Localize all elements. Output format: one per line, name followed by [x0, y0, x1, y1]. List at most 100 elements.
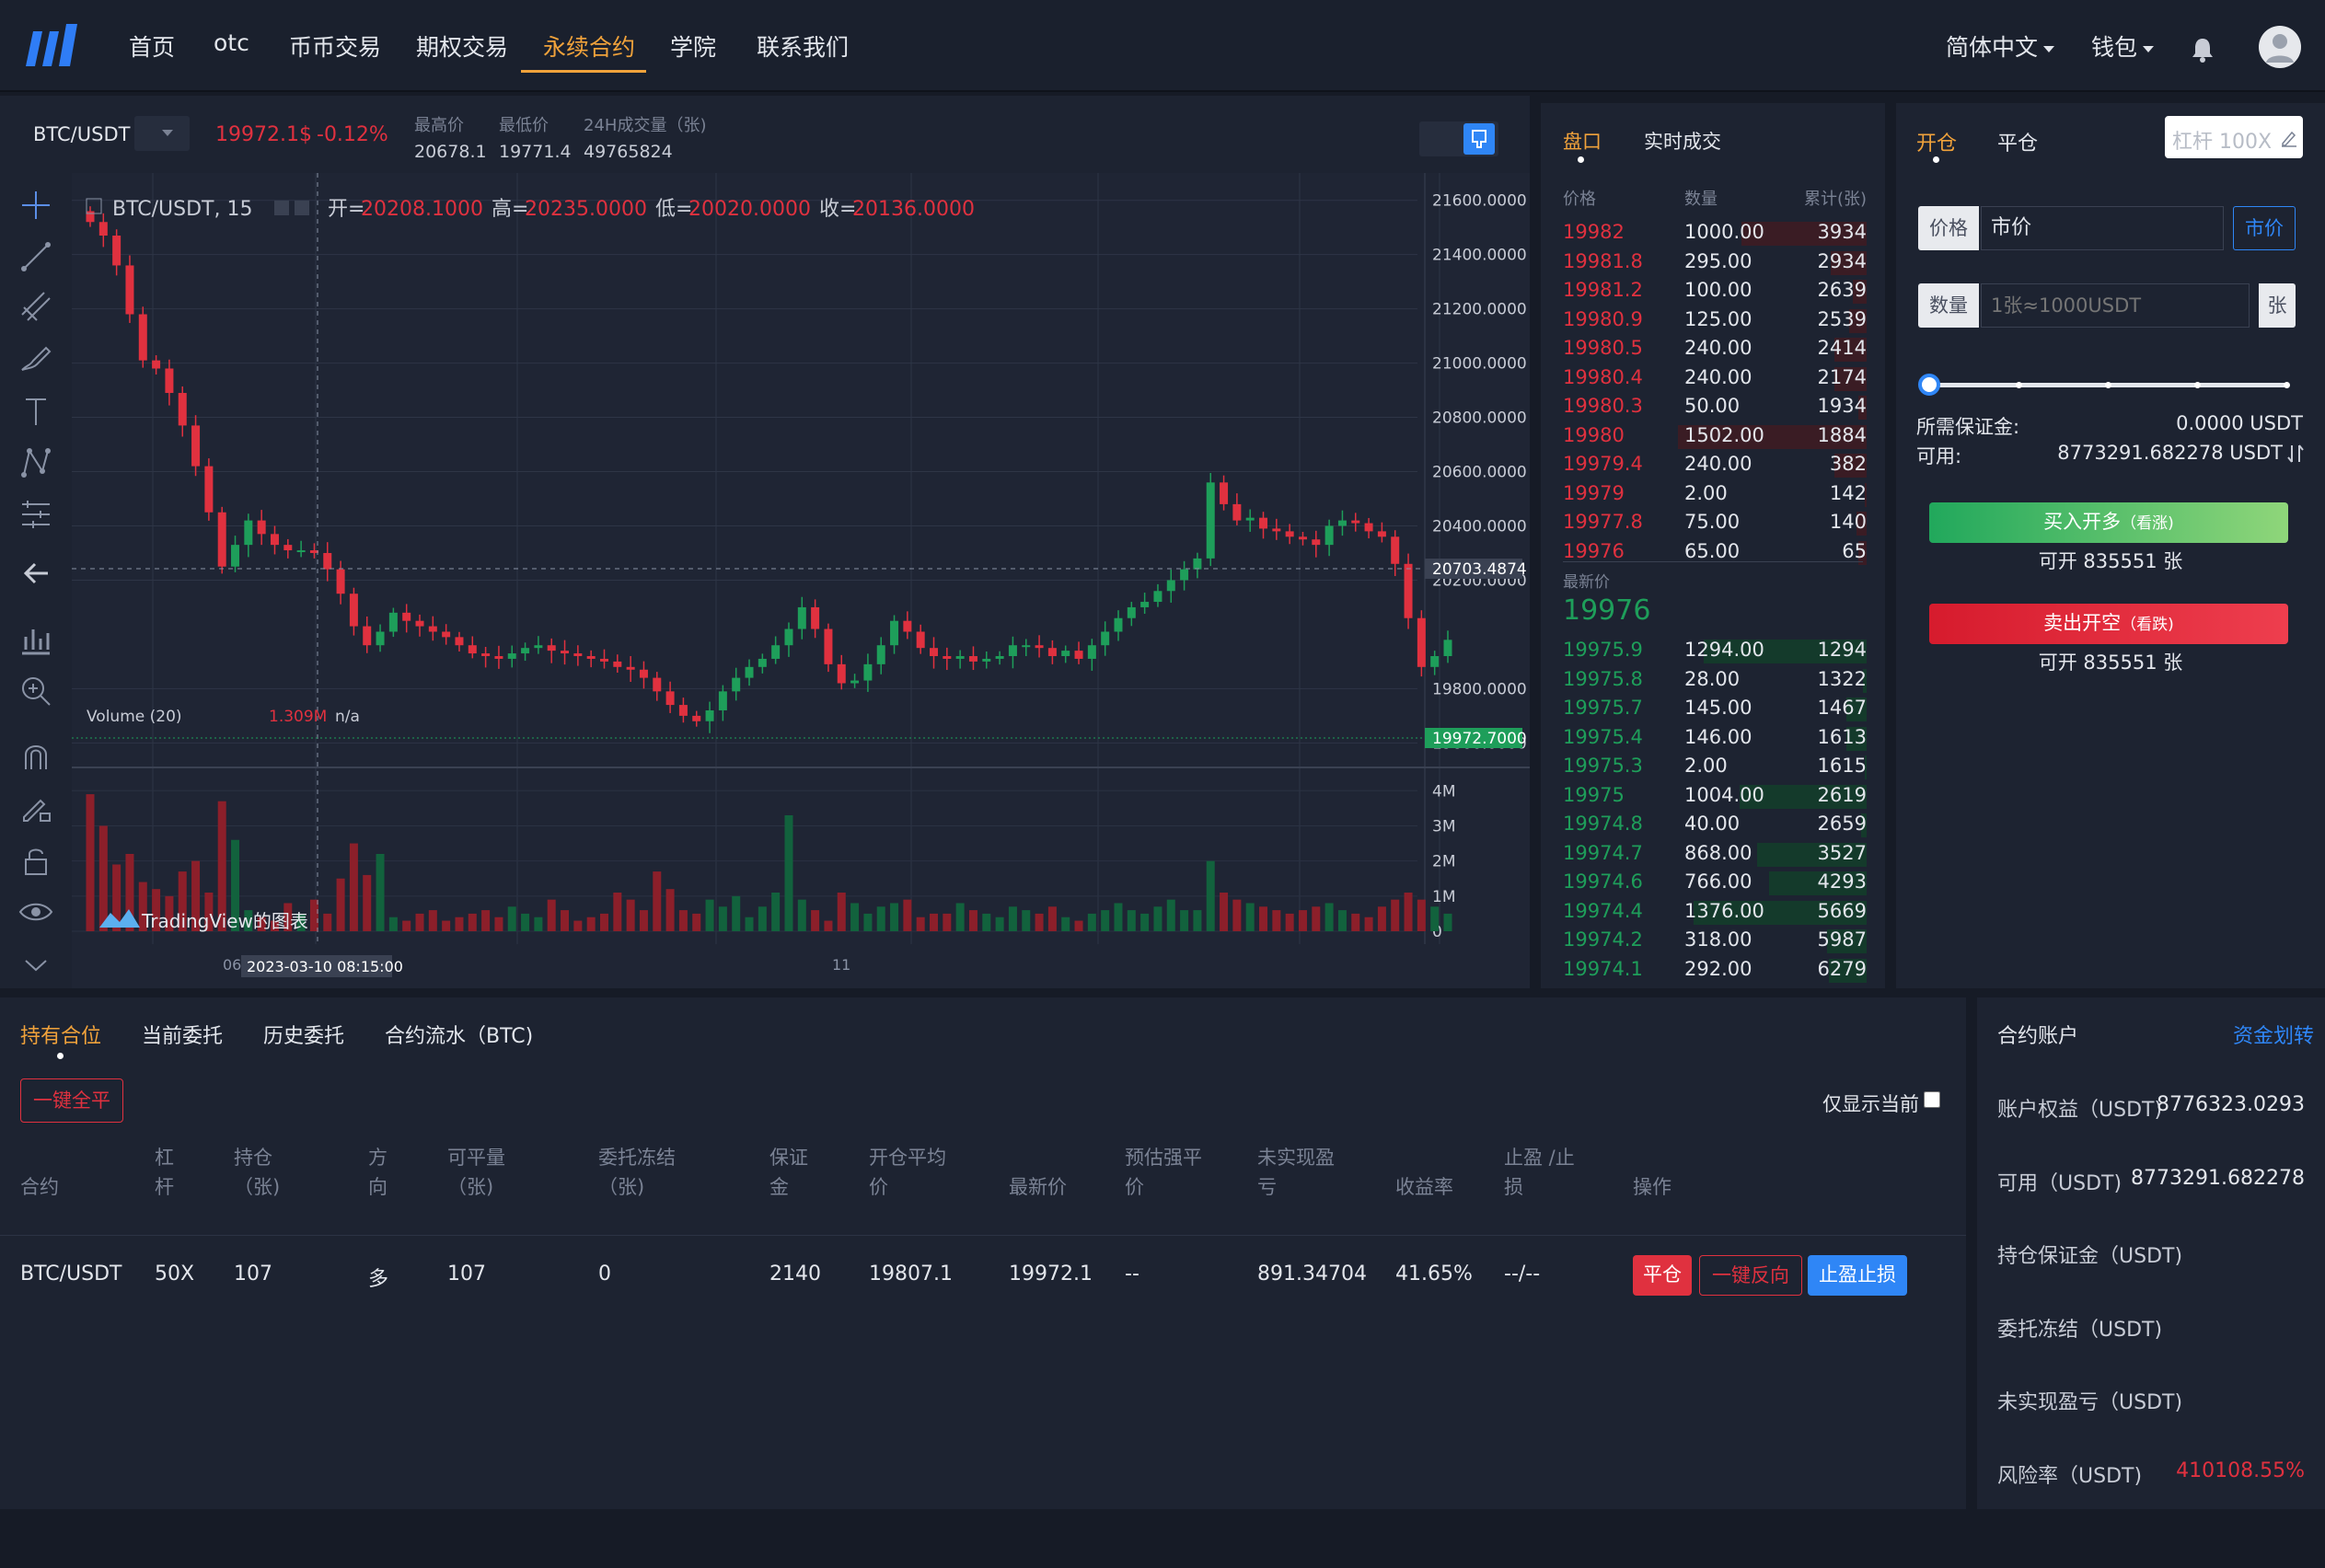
measure-tool[interactable] [17, 495, 55, 534]
bid-row[interactable]: 19975.3 2.00 1615 [1541, 753, 1885, 781]
lock-tool[interactable] [17, 841, 55, 880]
bell-icon[interactable] [2191, 37, 2215, 63]
tab-order-history[interactable]: 历史委托 [263, 1025, 345, 1048]
tab-current-orders[interactable]: 当前委托 [142, 1025, 224, 1048]
trendline-tool[interactable] [17, 237, 55, 276]
text-tool[interactable] [17, 392, 55, 431]
chart-mode-button[interactable] [1463, 123, 1495, 155]
back-tool[interactable] [17, 554, 55, 593]
ask-row[interactable]: 19982 1000.00 3934 [1541, 219, 1885, 248]
ask-row[interactable]: 19981.2 100.00 2639 [1541, 277, 1885, 306]
volume-bar [903, 899, 912, 931]
crosshair-tool[interactable] [17, 186, 55, 225]
bid-row[interactable]: 19974.2 318.00 5987 [1541, 927, 1885, 955]
amount-slider-handle[interactable] [1918, 374, 1940, 396]
slider-stop[interactable] [2105, 382, 2111, 388]
tab-open-position[interactable]: 开仓 [1916, 133, 1958, 156]
brush-tool[interactable] [17, 339, 55, 377]
close-icon[interactable] [295, 201, 309, 215]
avatar[interactable] [2259, 26, 2301, 68]
wallet-menu[interactable]: 钱包 [2091, 29, 2155, 63]
bid-row[interactable]: 19974.1 292.00 6279 [1541, 956, 1885, 985]
ask-row[interactable]: 19980.3 50.00 1934 [1541, 393, 1885, 421]
ask-row[interactable]: 19980 1502.00 1884 [1541, 422, 1885, 451]
candlestick-chart[interactable]: 21600.0000 21400.0000 21200.0000 21000.0000… [0, 173, 1530, 988]
collapse-legend-icon[interactable] [86, 198, 102, 214]
low-label: 最低价 [499, 116, 549, 135]
slider-stop[interactable] [2194, 382, 2201, 388]
ask-row[interactable]: 19981.8 295.00 2934 [1541, 248, 1885, 277]
pair-dropdown[interactable] [134, 116, 190, 151]
tradingview-watermark[interactable]: TradingView的图表 [141, 910, 308, 932]
bid-row[interactable]: 19974.7 868.00 3527 [1541, 840, 1885, 869]
ask-row[interactable]: 19980.5 240.00 2414 [1541, 335, 1885, 363]
bid-row[interactable]: 19975 1004.00 2619 [1541, 782, 1885, 811]
lock-drawing-tool[interactable] [17, 790, 55, 828]
visibility-tool[interactable] [17, 893, 55, 931]
ask-row[interactable]: 19979.4 240.00 382 [1541, 451, 1885, 479]
bid-row[interactable]: 19975.8 28.00 1322 [1541, 666, 1885, 695]
volume-bar [1061, 917, 1070, 931]
bid-row[interactable]: 19975.9 1294.00 1294 [1541, 637, 1885, 665]
sell-available: 可开 835551 张 [2038, 651, 2183, 674]
volume-bar [1127, 910, 1136, 931]
settings-icon[interactable] [274, 201, 289, 215]
table-cell: --/-- [1504, 1262, 1541, 1286]
reverse-position-button[interactable]: 一键反向 [1699, 1255, 1802, 1296]
slider-stop[interactable] [2016, 382, 2022, 388]
leverage-selector[interactable]: 杠杆 100X [2165, 116, 2303, 158]
bid-row[interactable]: 19974.4 1376.00 5669 [1541, 898, 1885, 927]
candle-body [824, 628, 833, 664]
transfer-icon[interactable] [2286, 444, 2305, 464]
column-header: 开仓平均价 [869, 1143, 946, 1202]
volume-bar [521, 913, 530, 931]
nav-options[interactable]: 期权交易 [416, 34, 509, 61]
nav-contact[interactable]: 联系我们 [757, 34, 850, 61]
tab-trades[interactable]: 实时成交 [1644, 131, 1721, 153]
only-current-checkbox[interactable] [1924, 1091, 1940, 1108]
more-tools[interactable] [17, 946, 55, 985]
nav-otc[interactable]: otc [214, 29, 249, 56]
table-cell: 107 [234, 1262, 272, 1286]
magnet-tool[interactable] [17, 738, 55, 777]
zoom-tool[interactable] [17, 672, 55, 710]
price-tick-label: 21000.0000 [1432, 355, 1527, 374]
ask-row[interactable]: 19979 2.00 142 [1541, 480, 1885, 509]
ask-row[interactable]: 19980.4 240.00 2174 [1541, 364, 1885, 393]
tab-positions[interactable]: 持有合位 [20, 1025, 102, 1048]
bid-row[interactable]: 19974.6 766.00 4293 [1541, 869, 1885, 897]
nav-academy[interactable]: 学院 [670, 34, 717, 61]
tab-orderbook[interactable]: 盘口 [1563, 131, 1602, 153]
language-select[interactable]: 简体中文 [1946, 29, 2055, 63]
close-all-button[interactable]: 一键全平 [20, 1078, 123, 1123]
buy-long-button[interactable]: 买入开多（看涨) [1929, 502, 2288, 543]
ask-row[interactable]: 19977.8 75.00 140 [1541, 509, 1885, 537]
fund-transfer-link[interactable]: 资金划转 [2232, 1025, 2314, 1048]
candle-body [1087, 645, 1096, 659]
active-tab-dot [1578, 156, 1584, 163]
bid-row[interactable]: 19975.7 145.00 1467 [1541, 695, 1885, 723]
bid-row[interactable]: 19975.4 146.00 1613 [1541, 724, 1885, 753]
sell-short-button[interactable]: 卖出开空（看跌) [1929, 604, 2288, 644]
ask-row[interactable]: 19976 65.00 65 [1541, 538, 1885, 567]
price-input[interactable]: 市价 [1981, 206, 2224, 250]
nav-home[interactable]: 首页 [129, 34, 176, 61]
account-item: 委托冻结（USDT) [1977, 1313, 2325, 1350]
ask-row[interactable]: 19980.9 125.00 2539 [1541, 306, 1885, 335]
tp-sl-button[interactable]: 止盈止损 [1808, 1255, 1907, 1296]
chart-area[interactable]: 21600.0000 21400.0000 21200.0000 21000.0000… [0, 173, 1530, 988]
pattern-tool[interactable] [17, 444, 55, 482]
nav-spot[interactable]: 币币交易 [289, 34, 382, 61]
brand-logo-icon[interactable] [24, 22, 79, 70]
market-price-button[interactable]: 市价 [2233, 206, 2296, 250]
tab-close-position[interactable]: 平仓 [1997, 133, 2039, 156]
ask-amount: 65.00 [1684, 539, 1741, 562]
close-position-button[interactable]: 平仓 [1633, 1255, 1692, 1296]
nav-perpetual[interactable]: 永续合约 [543, 34, 636, 61]
tab-contract-ledger[interactable]: 合约流水（BTC) [385, 1025, 534, 1048]
fib-tool[interactable] [17, 287, 55, 326]
indicators-tool[interactable] [17, 620, 55, 659]
slider-stop[interactable] [2284, 382, 2290, 388]
amount-input[interactable] [1981, 283, 2250, 328]
bid-row[interactable]: 19974.8 40.00 2659 [1541, 811, 1885, 839]
